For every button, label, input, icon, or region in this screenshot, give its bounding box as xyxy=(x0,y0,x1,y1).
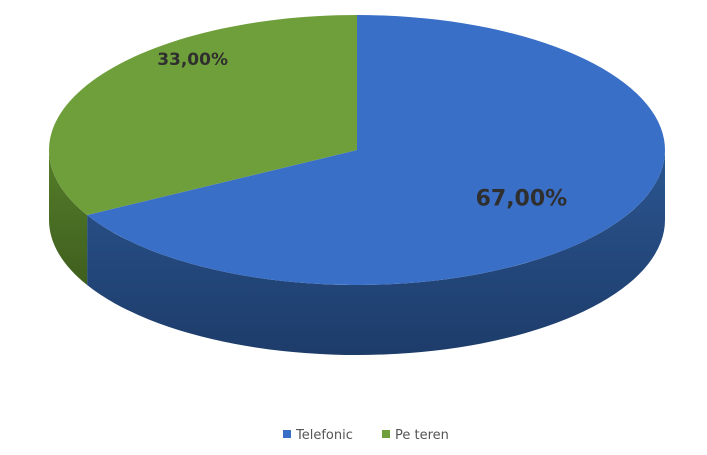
legend-label-telefonic: Telefonic xyxy=(295,428,353,443)
slice-side-telefonic xyxy=(87,150,666,355)
slice-side-pe-teren xyxy=(49,150,88,286)
pie-top-layer xyxy=(49,15,666,286)
slice-telefonic xyxy=(87,15,666,286)
legend-swatch-pe-teren xyxy=(382,430,390,438)
pie-data-labels: 67,00% 33,00% xyxy=(157,50,567,211)
data-label-telefonic: 67,00% xyxy=(476,186,568,211)
legend: Telefonic Pe teren xyxy=(283,428,449,443)
data-label-pe-teren: 33,00% xyxy=(157,50,228,70)
legend-label-pe-teren: Pe teren xyxy=(395,428,449,443)
legend-swatch-telefonic xyxy=(283,430,291,438)
slice-pe-teren xyxy=(49,15,357,216)
pie-depth-layer xyxy=(49,150,666,355)
